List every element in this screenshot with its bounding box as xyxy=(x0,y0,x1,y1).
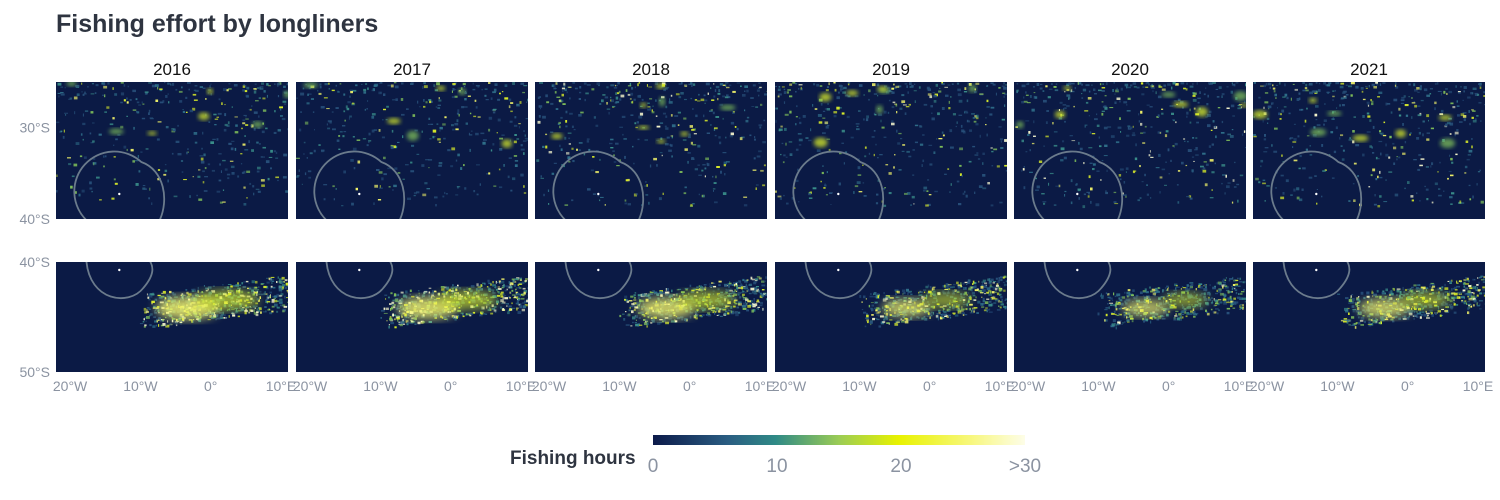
legend-tick-label: 0 xyxy=(647,456,659,477)
legend: Fishing hours 0 10 20 >30 xyxy=(510,432,1070,492)
legend-tick-label: >30 xyxy=(1008,456,1042,477)
x-tick-label: 20°W xyxy=(532,378,567,394)
map-panel-north-2021 xyxy=(1253,82,1485,219)
map-panel-north-2020 xyxy=(1014,82,1246,219)
x-tick-label: 10°E xyxy=(266,378,297,394)
x-tick-label: 10°E xyxy=(1463,378,1494,394)
x-tick-label: 20°W xyxy=(53,378,88,394)
map-panel-south-2017 xyxy=(296,262,528,372)
facet-label-2018: 2018 xyxy=(632,60,670,79)
y-tick-label: 30°S xyxy=(19,120,50,136)
x-tick-label: 10°W xyxy=(842,378,877,394)
map-panel-north-2016 xyxy=(56,82,288,219)
y-tick-label: 40°S xyxy=(19,211,50,227)
y-tick-label: 50°S xyxy=(19,364,50,380)
map-panel-south-2020 xyxy=(1014,262,1246,372)
map-panel-south-2021 xyxy=(1253,262,1485,372)
x-tick-label: 10°E xyxy=(1224,378,1255,394)
map-panel-south-2018 xyxy=(535,262,767,372)
x-tick-label: 10°W xyxy=(1320,378,1355,394)
x-tick-label: 10°E xyxy=(745,378,776,394)
x-tick-label: 0° xyxy=(444,378,457,394)
facet-label-2017: 2017 xyxy=(393,60,431,79)
legend-title: Fishing hours xyxy=(510,448,636,469)
legend-tick-label: 10 xyxy=(766,456,788,477)
map-panel-north-2017 xyxy=(296,82,528,219)
x-tick-label: 10°W xyxy=(1081,378,1116,394)
x-tick-label: 20°W xyxy=(293,378,328,394)
map-panel-south-2019 xyxy=(775,262,1007,372)
x-tick-label: 20°W xyxy=(1250,378,1285,394)
x-tick-label: 20°W xyxy=(1011,378,1046,394)
x-tick-label: 10°W xyxy=(363,378,398,394)
map-panel-north-2018 xyxy=(535,82,767,219)
x-tick-label: 20°W xyxy=(772,378,807,394)
facet-label-2021: 2021 xyxy=(1350,60,1388,79)
map-panel-south-2016 xyxy=(56,262,288,372)
x-tick-label: 0° xyxy=(1401,378,1414,394)
x-tick-label: 0° xyxy=(1162,378,1175,394)
faceted-map-figure: 2016 2017 2018 2019 2020 2021 30°S 40°S 40°S 50°… xyxy=(19,60,1494,394)
panel-background xyxy=(56,82,288,219)
panel-background xyxy=(1014,82,1246,219)
panel-background xyxy=(775,82,1007,219)
legend-tick-label: 20 xyxy=(890,456,912,477)
facet-label-2016: 2016 xyxy=(153,60,191,79)
x-tick-label: 10°W xyxy=(123,378,158,394)
facet-label-2020: 2020 xyxy=(1111,60,1149,79)
legend-colorbar xyxy=(653,435,1025,445)
x-tick-label: 0° xyxy=(683,378,696,394)
x-tick-label: 10°W xyxy=(602,378,637,394)
x-tick-label: 0° xyxy=(923,378,936,394)
chart-title: Fishing effort by longliners xyxy=(56,10,379,38)
facet-label-2019: 2019 xyxy=(872,60,910,79)
panel-background xyxy=(535,82,767,219)
x-tick-label: 10°E xyxy=(985,378,1016,394)
panel-background xyxy=(296,82,528,219)
x-tick-label: 0° xyxy=(204,378,217,394)
x-tick-label: 10°E xyxy=(506,378,537,394)
panel-background xyxy=(535,262,767,372)
y-tick-label: 40°S xyxy=(19,254,50,270)
map-panel-north-2019 xyxy=(775,82,1007,219)
